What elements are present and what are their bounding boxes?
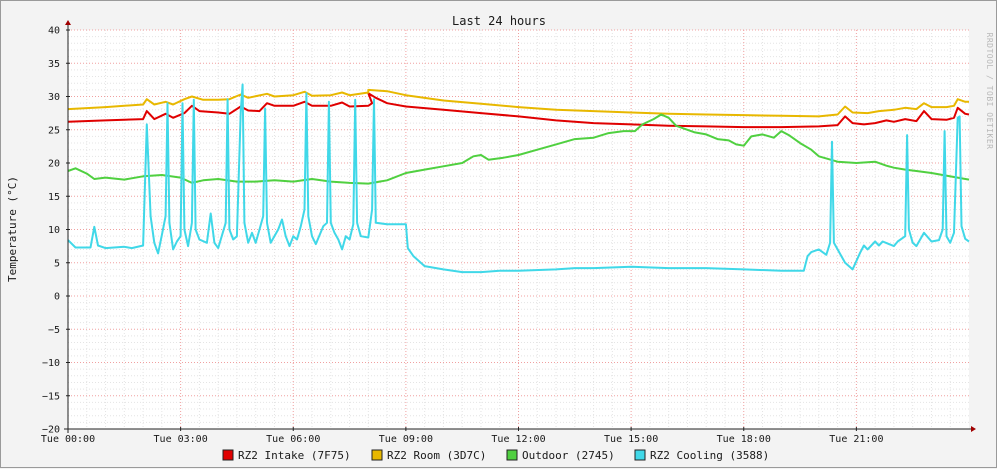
y-tick-label: −20 [42,425,60,436]
series-line-2 [67,113,970,185]
legend-swatch-3 [634,449,646,461]
chart-title: Last 24 hours [452,14,546,28]
axes [64,20,976,433]
y-tick-label: 20 [48,159,60,170]
x-tick-label: Tue 18:00 [717,434,771,445]
y-tick-label: 35 [48,59,60,70]
y-tick-label: −10 [42,358,60,369]
series-line-1 [67,88,969,118]
series-line-0 [67,92,970,129]
y-tick-label: 0 [54,292,60,303]
rrdtool-watermark: RRDTOOL / TOBI OETIKER [985,33,994,150]
legend-swatch-1 [371,449,383,461]
legend-label-1: RZ2 Room (3D7C) [387,449,486,462]
x-tick-labels: Tue 00:00 Tue 03:00 Tue 06:00 Tue 09:00 Tue … [41,434,884,445]
y-tick-label: −15 [42,391,60,402]
y-tick-label: 40 [48,26,60,37]
y-tick-labels: 40 35 30 25 20 15 10 5 0 −5 −10 −15 −20 [42,26,60,436]
y-axis-arrow [65,20,71,25]
x-tick-label: Tue 21:00 [829,434,883,445]
series-group [67,83,970,274]
legend-swatch-0 [222,449,234,461]
legend: RZ2 Intake (7F75) RZ2 Room (3D7C) Outdoor … [222,449,769,462]
x-tick-label: Tue 15:00 [604,434,658,445]
x-tick-label: Tue 09:00 [379,434,433,445]
x-tick-label: Tue 00:00 [41,434,95,445]
x-axis-arrow [971,426,976,432]
x-tick-label: Tue 06:00 [266,434,320,445]
y-tick-label: 15 [48,192,60,203]
y-tick-label: −5 [48,325,60,336]
legend-swatch-2 [506,449,518,461]
y-axis-label: Temperature (°C) [6,176,19,282]
y-tick-label: 25 [48,125,60,136]
y-tick-label: 10 [48,225,60,236]
y-tick-label: 30 [48,92,60,103]
grid [67,29,969,430]
legend-label-3: RZ2 Cooling (3588) [650,449,769,462]
series-line-3 [67,83,970,274]
legend-label-0: RZ2 Intake (7F75) [238,449,351,462]
y-tick-label: 5 [54,258,60,269]
x-tick-label: Tue 12:00 [491,434,545,445]
x-tick-label: Tue 03:00 [154,434,208,445]
legend-label-2: Outdoor (2745) [522,449,615,462]
